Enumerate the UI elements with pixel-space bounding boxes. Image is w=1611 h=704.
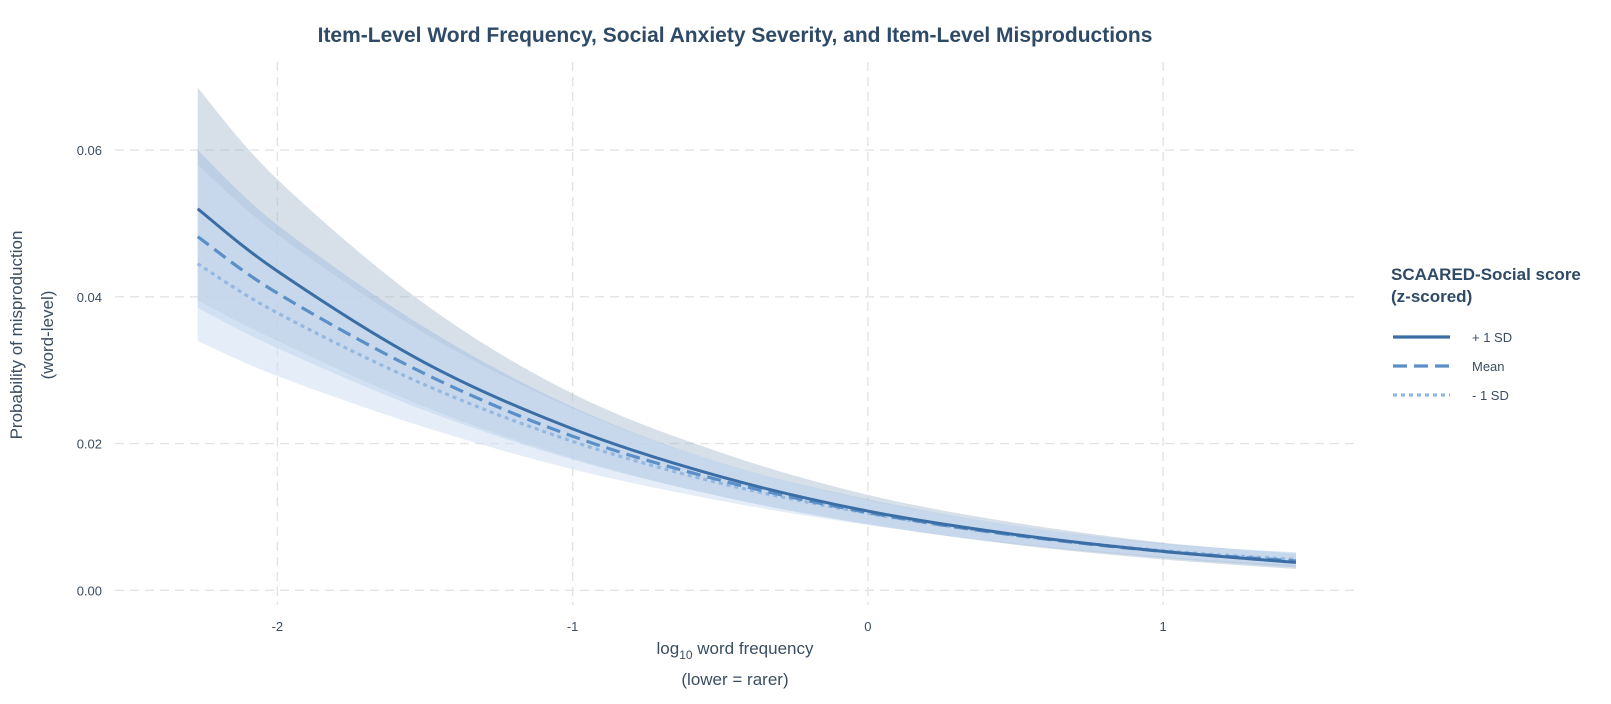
- y-tick-label: 0.00: [77, 583, 102, 598]
- legend-items: + 1 SD Mean - 1 SD: [1393, 330, 1512, 403]
- grid: [115, 62, 1355, 605]
- y-axis-title-line1: Probability of misproduction: [7, 231, 26, 440]
- x-axis-subtitle: (lower = rarer): [681, 670, 788, 689]
- y-tick-label: 0.02: [77, 437, 102, 452]
- x-tick-label: 0: [864, 619, 871, 634]
- x-tick-label: -2: [272, 619, 284, 634]
- y-axis-title: Probability of misproduction (word-level…: [7, 231, 57, 440]
- y-axis-title-line2: (word-level): [38, 291, 57, 380]
- legend-title-line2: (z-scored): [1391, 287, 1472, 306]
- x-tick-label: 1: [1159, 619, 1166, 634]
- legend-label-0: + 1 SD: [1472, 330, 1512, 345]
- confidence-bands: [197, 87, 1296, 570]
- series-line-0: [196, 207, 1297, 564]
- x-tick-label: -1: [567, 619, 579, 634]
- x-axis-title-subscript: 10: [679, 648, 693, 662]
- legend-label-1: Mean: [1472, 359, 1505, 374]
- series-lines: [196, 207, 1297, 564]
- y-axis-ticks: 0.00 0.02 0.04 0.06: [77, 143, 102, 598]
- legend: SCAARED-Social score (z-scored) + 1 SD Me…: [1391, 265, 1581, 403]
- chart-title: Item-Level Word Frequency, Social Anxiet…: [318, 24, 1153, 47]
- series-line-1: [196, 235, 1297, 563]
- x-axis-title-suffix: word frequency: [693, 639, 814, 658]
- confidence-band-2: [197, 164, 1296, 566]
- x-axis-ticks: -2 -1 0 1: [272, 619, 1167, 634]
- legend-label-2: - 1 SD: [1472, 388, 1509, 403]
- x-axis-title-prefix: log: [657, 639, 680, 658]
- x-axis-title: log10 word frequency: [657, 639, 814, 662]
- legend-title-line1: SCAARED-Social score: [1391, 265, 1581, 284]
- y-tick-label: 0.06: [77, 143, 102, 158]
- y-tick-label: 0.04: [77, 290, 102, 305]
